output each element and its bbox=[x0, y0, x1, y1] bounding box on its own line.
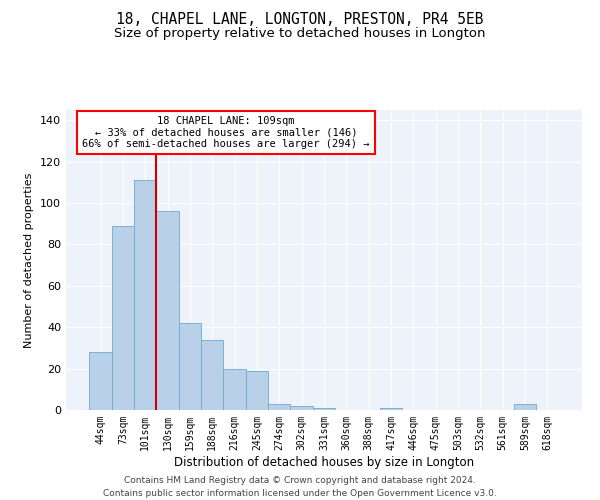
Bar bbox=[157, 212, 179, 410]
Bar bbox=[112, 226, 134, 410]
Bar bbox=[201, 340, 223, 410]
Bar bbox=[290, 406, 313, 410]
Bar bbox=[179, 323, 201, 410]
Text: 18, CHAPEL LANE, LONGTON, PRESTON, PR4 5EB: 18, CHAPEL LANE, LONGTON, PRESTON, PR4 5… bbox=[116, 12, 484, 28]
Bar bbox=[268, 404, 290, 410]
X-axis label: Distribution of detached houses by size in Longton: Distribution of detached houses by size … bbox=[174, 456, 474, 468]
Bar bbox=[313, 408, 335, 410]
Text: 18 CHAPEL LANE: 109sqm
← 33% of detached houses are smaller (146)
66% of semi-de: 18 CHAPEL LANE: 109sqm ← 33% of detached… bbox=[82, 116, 370, 149]
Bar bbox=[380, 408, 402, 410]
Bar bbox=[89, 352, 112, 410]
Text: Size of property relative to detached houses in Longton: Size of property relative to detached ho… bbox=[114, 28, 486, 40]
Text: Contains HM Land Registry data © Crown copyright and database right 2024.
Contai: Contains HM Land Registry data © Crown c… bbox=[103, 476, 497, 498]
Bar bbox=[134, 180, 157, 410]
Bar bbox=[223, 368, 246, 410]
Bar bbox=[514, 404, 536, 410]
Bar bbox=[246, 370, 268, 410]
Y-axis label: Number of detached properties: Number of detached properties bbox=[25, 172, 34, 348]
